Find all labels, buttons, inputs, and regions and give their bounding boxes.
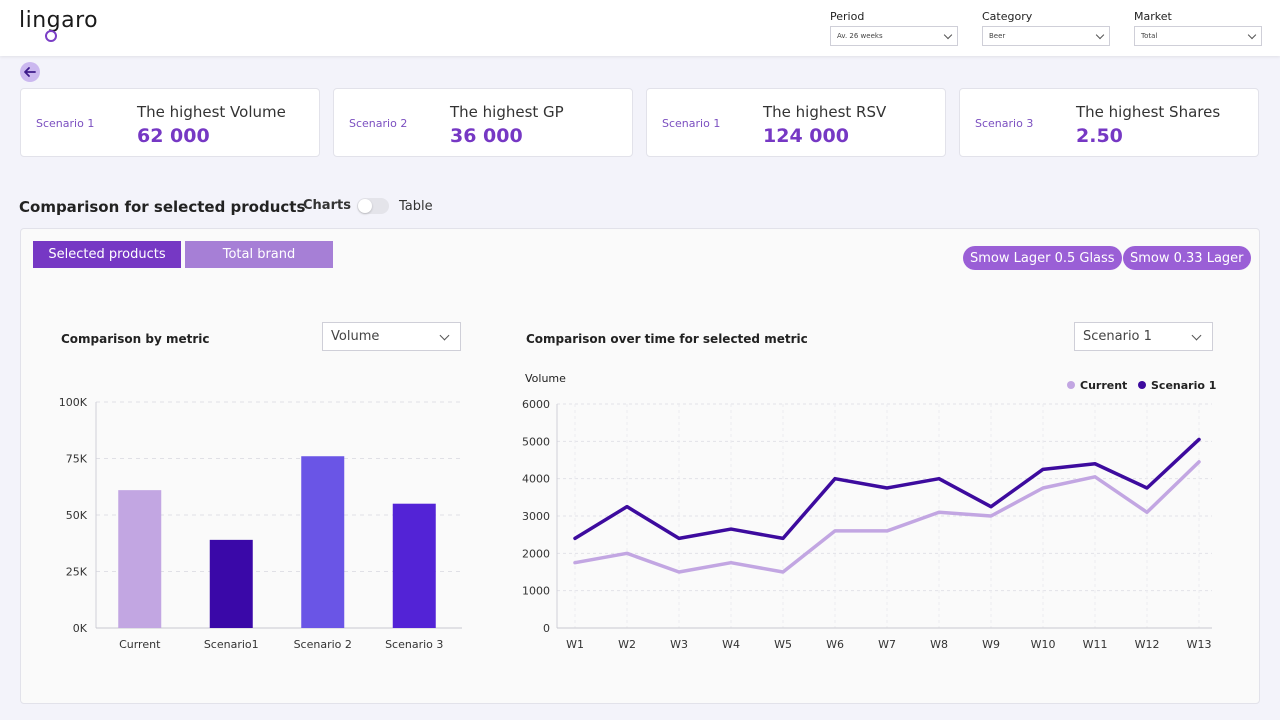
period-filter: Period Av. 26 weeks: [830, 10, 958, 46]
toggle-table-label: Table: [399, 199, 433, 214]
category-value: Beer: [989, 32, 1006, 40]
tab-total-brand[interactable]: Total brand: [185, 241, 333, 268]
card-scenario: Scenario 1: [36, 117, 95, 130]
card-scenario: Scenario 3: [975, 117, 1034, 130]
category-select[interactable]: Beer: [982, 26, 1110, 46]
chevron-down-icon: [1191, 330, 1202, 340]
product-chip[interactable]: Smow 0.33 Lager: [1123, 246, 1251, 270]
market-value: Total: [1141, 32, 1158, 40]
card-title: The highest Volume: [137, 103, 286, 121]
comparison-panel: Selected products Total brand Smow Lager…: [20, 228, 1260, 704]
product-chip[interactable]: Smow Lager 0.5 Glass: [963, 246, 1122, 270]
chevron-down-icon: [439, 330, 450, 340]
card-value: 36 000: [450, 125, 523, 147]
card-value: 124 000: [763, 125, 849, 147]
chevron-down-icon: [943, 30, 953, 39]
card-title: The highest RSV: [763, 103, 887, 121]
logo-ring-icon: [45, 30, 57, 42]
toggle-charts-label: Charts: [303, 198, 351, 213]
metric-chart-title: Comparison by metric: [61, 332, 210, 346]
category-label: Category: [982, 10, 1033, 23]
lingaro-logo[interactable]: lingaro: [19, 8, 98, 44]
card-scenario: Scenario 2: [349, 117, 408, 130]
chevron-down-icon: [1095, 30, 1105, 39]
market-label: Market: [1134, 10, 1172, 23]
toggle-knob: [358, 199, 372, 213]
market-select[interactable]: Total: [1134, 26, 1262, 46]
market-filter: Market Total: [1134, 10, 1262, 46]
metric-dropdown-value: Volume: [331, 329, 380, 344]
period-label: Period: [830, 10, 865, 23]
period-select[interactable]: Av. 26 weeks: [830, 26, 958, 46]
kpi-card-volume: Scenario 1 The highest Volume 62 000: [20, 88, 320, 157]
period-value: Av. 26 weeks: [837, 32, 883, 40]
chevron-down-icon: [1247, 30, 1257, 39]
arrow-left-icon: [24, 67, 36, 77]
category-filter: Category Beer: [982, 10, 1110, 46]
card-scenario: Scenario 1: [662, 117, 721, 130]
scenario-dropdown[interactable]: Scenario 1: [1074, 322, 1213, 351]
time-chart-title: Comparison over time for selected metric: [526, 332, 808, 346]
back-button[interactable]: [20, 62, 40, 82]
section-title: Comparison for selected products: [19, 198, 306, 216]
metric-dropdown[interactable]: Volume: [322, 322, 461, 351]
logo-text: lingaro: [19, 8, 99, 33]
kpi-card-rsv: Scenario 1 The highest RSV 124 000: [646, 88, 946, 157]
view-toggle[interactable]: [357, 198, 389, 214]
scenario-dropdown-value: Scenario 1: [1083, 329, 1152, 344]
kpi-card-gp: Scenario 2 The highest GP 36 000: [333, 88, 633, 157]
kpi-card-shares: Scenario 3 The highest Shares 2.50: [959, 88, 1259, 157]
card-title: The highest Shares: [1076, 103, 1221, 121]
card-value: 62 000: [137, 125, 210, 147]
app-header: lingaro Period Av. 26 weeks Category Bee…: [0, 0, 1280, 56]
card-value: 2.50: [1076, 125, 1123, 147]
card-title: The highest GP: [450, 103, 564, 121]
tab-selected-products[interactable]: Selected products: [33, 241, 181, 268]
